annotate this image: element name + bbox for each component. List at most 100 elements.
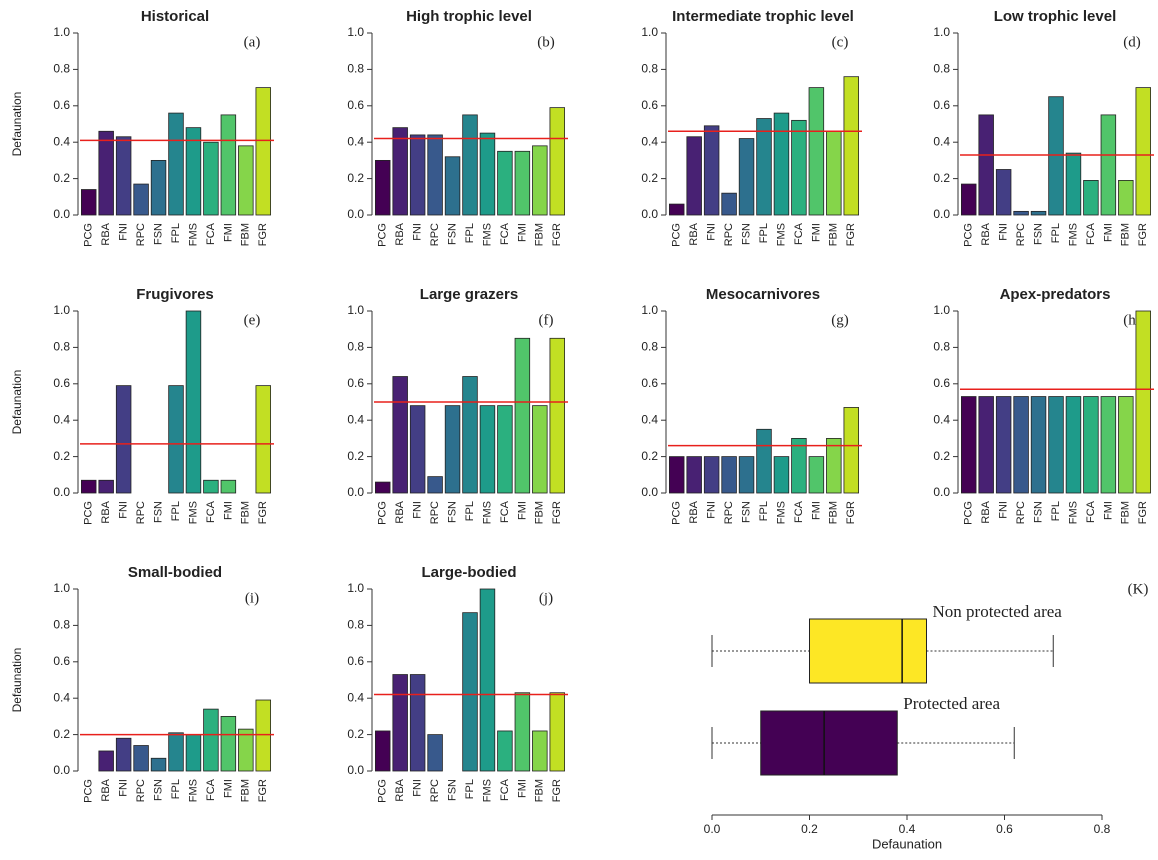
bar — [532, 146, 547, 215]
bar — [463, 115, 478, 215]
panel-label: (a) — [244, 34, 261, 50]
bar-chart: Historical(a)0.00.20.40.60.81.0Defaunati… — [10, 8, 274, 247]
x-axis-label: Defaunation — [872, 836, 942, 851]
x-tick-label: FBM — [1120, 501, 1132, 524]
bar-chart: Mesocarnivores(g)0.00.20.40.60.81.0PCGRB… — [641, 286, 862, 525]
y-tick-label: 0.2 — [641, 449, 658, 463]
x-tick-label: FCA — [793, 222, 805, 245]
bar — [428, 135, 443, 215]
x-tick-label: FMI — [810, 501, 822, 520]
y-tick-label: 0.6 — [641, 98, 658, 112]
bar-chart: Intermediate trophic level(c)0.00.20.40.… — [641, 8, 862, 247]
x-tick-label: FBM — [828, 223, 840, 246]
x-tick-label: FMS — [187, 223, 199, 246]
x-tick-label: FPL — [1050, 223, 1062, 243]
y-tick-label: 0.6 — [641, 376, 658, 390]
bar — [410, 406, 425, 493]
panel-label: (K) — [1128, 581, 1149, 597]
y-tick-label: 0.2 — [933, 449, 950, 463]
x-tick-label: FGR — [257, 779, 269, 802]
x-tick-label: FSN — [152, 501, 164, 523]
x-tick-label: FPL — [170, 501, 182, 521]
y-tick-label: 0.0 — [53, 207, 70, 221]
bar — [498, 406, 513, 493]
chart-title: Apex-predators — [1000, 286, 1111, 303]
bar — [996, 170, 1011, 216]
x-tick-label: FMI — [516, 223, 528, 242]
x-tick-label: FNI — [706, 223, 718, 241]
x-tick-label: FSN — [446, 501, 458, 523]
y-tick-label: 0.4 — [641, 134, 658, 148]
y-tick-label: 0.6 — [53, 654, 70, 668]
x-tick-label: FGR — [551, 779, 563, 802]
bar — [169, 733, 184, 771]
bar — [1084, 180, 1099, 215]
x-tick-label: FCA — [1085, 222, 1097, 245]
bar — [1014, 397, 1029, 493]
x-tick-label: PCG — [377, 223, 389, 247]
x-tick-label: PCG — [83, 223, 95, 247]
bar — [256, 386, 271, 493]
bar-chart: Large-bodied(j)0.00.20.40.60.81.0PCGRBAF… — [347, 564, 568, 803]
x-tick-label: FNI — [412, 223, 424, 241]
x-tick-label: RBA — [100, 778, 112, 801]
box-label: Protected area — [903, 694, 1000, 713]
bar — [186, 735, 201, 771]
bar — [532, 406, 547, 493]
bar — [1101, 115, 1116, 215]
y-tick-label: 0.2 — [347, 171, 364, 185]
bar — [1118, 397, 1133, 493]
x-tick-label: FNI — [118, 779, 130, 797]
chart-title: Low trophic level — [994, 8, 1117, 25]
x-tick-label: FSN — [1032, 501, 1044, 523]
x-tick-label: FMI — [222, 223, 234, 242]
y-tick-label: 0.8 — [347, 340, 364, 354]
bar — [1031, 397, 1046, 493]
y-tick-label: 0.4 — [933, 412, 950, 426]
bar — [809, 88, 824, 215]
y-tick-label: 0.4 — [53, 690, 70, 704]
x-tick-label: FMI — [1102, 223, 1114, 242]
y-tick-label: 1.0 — [641, 25, 658, 39]
x-tick-label: PCG — [83, 779, 95, 803]
bar — [99, 751, 114, 771]
y-tick-label: 0.0 — [933, 207, 950, 221]
x-tick-label: FBM — [534, 501, 546, 524]
bar-chart: Frugivores(e)0.00.20.40.60.81.0Defaunati… — [10, 286, 274, 525]
y-tick-label: 0.4 — [347, 690, 364, 704]
bar — [792, 120, 807, 215]
y-tick-label: 1.0 — [641, 303, 658, 317]
bar — [1118, 180, 1133, 215]
y-tick-label: 0.6 — [53, 98, 70, 112]
bar — [393, 377, 408, 493]
bar — [186, 311, 201, 493]
x-tick-label: RPC — [723, 223, 735, 246]
bar — [1066, 397, 1081, 493]
x-tick-label: RPC — [723, 501, 735, 524]
bar — [792, 438, 807, 493]
x-tick-label: FBM — [828, 501, 840, 524]
bar — [238, 146, 253, 215]
x-tick-label: FMS — [1067, 501, 1079, 524]
bar — [256, 88, 271, 215]
x-tick-label: 0.2 — [801, 822, 818, 836]
bar — [204, 142, 219, 215]
bar — [515, 338, 530, 493]
y-tick-label: 0.4 — [347, 134, 364, 148]
bar — [1031, 211, 1046, 215]
panel-label: (g) — [831, 312, 849, 328]
bar — [722, 457, 737, 493]
bar — [134, 184, 149, 215]
bar-chart: Small-bodied(i)0.00.20.40.60.81.0Defauna… — [10, 564, 274, 803]
y-tick-label: 0.2 — [347, 727, 364, 741]
y-tick-label: 0.0 — [641, 485, 658, 499]
x-tick-label: FNI — [998, 223, 1010, 241]
x-tick-label: FSN — [740, 223, 752, 245]
y-tick-label: 0.8 — [53, 62, 70, 76]
y-tick-label: 0.4 — [933, 134, 950, 148]
y-tick-label: 0.6 — [53, 376, 70, 390]
y-tick-label: 0.2 — [53, 449, 70, 463]
x-tick-label: FGR — [257, 501, 269, 524]
x-tick-label: RPC — [1015, 501, 1027, 524]
